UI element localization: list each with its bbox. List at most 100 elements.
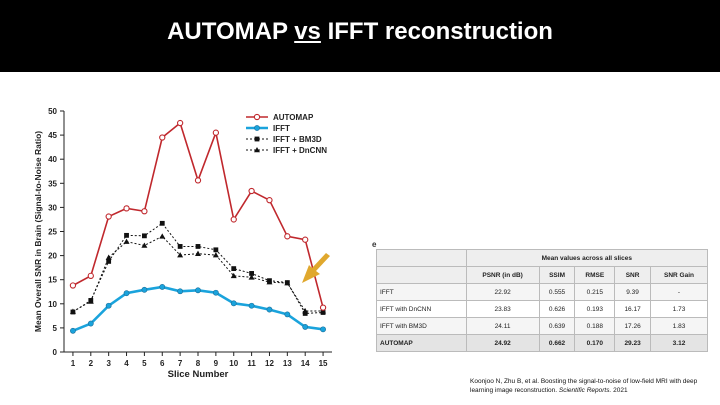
table-value-cell: 16.17 [614, 300, 651, 318]
data-point [159, 284, 166, 290]
data-point [212, 289, 219, 296]
data-point [177, 288, 184, 295]
table-value-cell: 1.83 [650, 317, 708, 335]
x-tick-label: 7 [178, 359, 183, 368]
table-method-cell: IFFT [376, 283, 467, 301]
table-col-header: SSIM [538, 266, 576, 284]
data-point [69, 308, 76, 314]
data-point [284, 280, 291, 286]
data-point [159, 134, 166, 141]
table-col-header: SNR Gain [650, 266, 708, 284]
data-point [195, 287, 201, 294]
citation-year: 2021 [613, 387, 628, 394]
data-point [212, 129, 220, 136]
metrics-table: Mean values across all slices PSNR (in d… [376, 249, 709, 352]
data-point [248, 302, 255, 309]
data-point [302, 324, 309, 330]
table-value-cell: 9.39 [614, 283, 651, 301]
legend-label: IFFT + BM3D [273, 135, 322, 144]
table-col-header: PSNR (in dB) [465, 266, 540, 284]
data-point [248, 187, 255, 195]
data-point [123, 290, 130, 297]
table-value-cell: 17.26 [614, 317, 651, 335]
series-line-ifft-bm3d [72, 222, 324, 314]
x-tick-label: 8 [196, 359, 201, 368]
data-point [195, 250, 201, 256]
data-point [230, 272, 237, 279]
legend-marker [254, 125, 260, 131]
table-method-cell: IFFT with BM3D [376, 317, 467, 335]
x-tick-label: 10 [229, 359, 238, 368]
y-tick-label: 10 [48, 300, 57, 309]
data-point [249, 271, 254, 276]
data-point [266, 306, 273, 313]
table-value-cell: 3.12 [650, 334, 708, 352]
x-tick-label: 13 [283, 359, 292, 368]
data-point [177, 252, 184, 258]
data-point [194, 177, 202, 184]
y-tick-label: 0 [53, 348, 58, 357]
table-value-cell: 22.92 [465, 283, 540, 301]
y-axis-label: Mean Overall SNR in Brain (Signal-to-Noi… [33, 131, 43, 332]
citation-authors: Koonjoo N, Zhu B, et al. [470, 378, 540, 385]
slide-title: AUTOMAP vs IFFT reconstruction [0, 18, 720, 46]
legend-label: IFFT [273, 124, 290, 133]
data-point [302, 311, 308, 316]
data-point [70, 327, 76, 334]
title-bar [0, 0, 720, 72]
table-value-cell: 0.188 [574, 317, 616, 335]
legend-label: AUTOMAP [273, 113, 314, 122]
data-point [69, 282, 77, 289]
table-value-cell: 0.215 [574, 283, 616, 301]
table-value-cell: 0.170 [574, 334, 616, 352]
data-point [124, 232, 129, 238]
table-header-row: PSNR (in dB) SSIM RMSE SNR SNR Gain [376, 266, 708, 284]
x-tick-label: 1 [71, 359, 76, 368]
data-point [142, 233, 147, 239]
table-col-header: RMSE [574, 266, 616, 284]
legend-label: IFFT + DnCNN [273, 146, 327, 155]
table-value-cell: 0.662 [538, 334, 576, 352]
table-value-cell: 24.11 [465, 317, 540, 335]
data-point [123, 238, 130, 244]
data-point [105, 213, 112, 220]
x-tick-label: 2 [89, 359, 94, 368]
panel-label: e [372, 240, 377, 249]
data-point [319, 304, 327, 311]
table-group-header: Mean values across all slices [465, 249, 709, 267]
data-point [248, 274, 255, 280]
data-point [231, 266, 237, 272]
data-point [105, 254, 112, 260]
title-vs: vs [294, 18, 321, 45]
table-method-cell: AUTOMAP [376, 334, 467, 352]
table-corner [376, 249, 467, 267]
x-axis-label: Slice Number [168, 369, 229, 380]
data-point [176, 119, 184, 127]
data-point [302, 236, 309, 243]
data-point [87, 320, 94, 327]
data-point [195, 244, 201, 249]
data-point [123, 205, 130, 212]
data-point [141, 208, 148, 215]
legend-marker [253, 113, 261, 121]
table-col-header: SNR [614, 266, 651, 284]
title-rest: IFFT reconstruction [327, 18, 553, 45]
y-tick-label: 40 [48, 155, 57, 164]
data-point [213, 247, 219, 253]
x-tick-label: 12 [265, 359, 274, 368]
x-tick-label: 3 [106, 359, 111, 368]
table-value-cell: 29.23 [614, 334, 651, 352]
table-value-cell: 24.92 [465, 334, 540, 352]
table-value-cell: 1.73 [650, 300, 708, 318]
citation-journal: Scientific Reports. [558, 387, 612, 394]
y-tick-label: 5 [53, 324, 58, 333]
data-point [105, 302, 112, 309]
y-tick-label: 20 [48, 252, 57, 261]
table-value-cell: 0.193 [574, 300, 616, 318]
table-row: IFFT with DnCNN 23.83 0.626 0.193 16.17 1.73 [376, 300, 708, 318]
data-point [159, 233, 166, 239]
table-value-cell: 0.626 [538, 300, 576, 318]
y-tick-label: 15 [48, 276, 57, 285]
data-point [141, 286, 148, 293]
